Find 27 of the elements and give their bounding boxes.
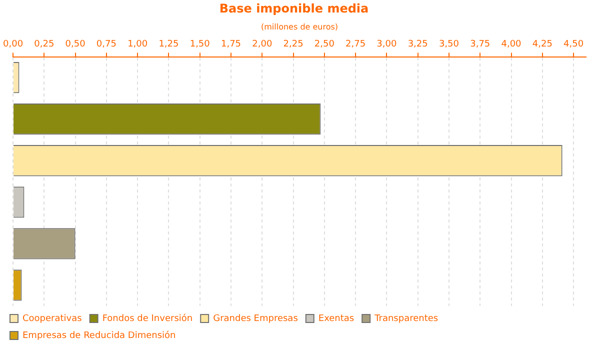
x-tick-label: 2,75 xyxy=(346,40,366,50)
x-tick-label: 0,75 xyxy=(96,40,116,50)
x-tick-label: 4,25 xyxy=(532,40,552,50)
legend-label: Transparentes xyxy=(374,314,438,324)
x-tick-label: 0,25 xyxy=(34,40,54,50)
x-tick-label: 1,50 xyxy=(190,40,210,50)
x-tick-label: 3,00 xyxy=(376,40,397,50)
x-tick-label: 2,25 xyxy=(283,40,304,50)
x-axis-title: (millones de euros) xyxy=(261,22,338,32)
x-tick-label: 1,25 xyxy=(158,40,179,50)
x-tick-label: 2,00 xyxy=(252,40,272,50)
legend-label: Cooperativas xyxy=(22,314,82,324)
x-tick-label: 2,50 xyxy=(314,40,335,50)
x-tick-label: 4,50 xyxy=(564,40,584,50)
x-tick-label: 4,00 xyxy=(501,40,522,50)
chart-title: Base imponible media xyxy=(219,1,369,16)
x-tick-label: 3,75 xyxy=(470,40,490,50)
legend-label: Grandes Empresas xyxy=(213,314,298,324)
x-tick-label: 1,00 xyxy=(128,40,148,50)
x-tick-label: 1,75 xyxy=(220,40,242,50)
legend-label: Exentas xyxy=(318,314,354,324)
x-tick-label: 0,00 xyxy=(2,40,24,50)
legend-label: Empresas de Reducida Dimensión xyxy=(22,330,176,341)
x-tick-label: 0,50 xyxy=(65,40,86,50)
x-tick-label: 3,50 xyxy=(438,40,460,50)
legend-label: Fondos de Inversión xyxy=(102,312,193,324)
x-tick-label: 3,25 xyxy=(408,40,428,50)
